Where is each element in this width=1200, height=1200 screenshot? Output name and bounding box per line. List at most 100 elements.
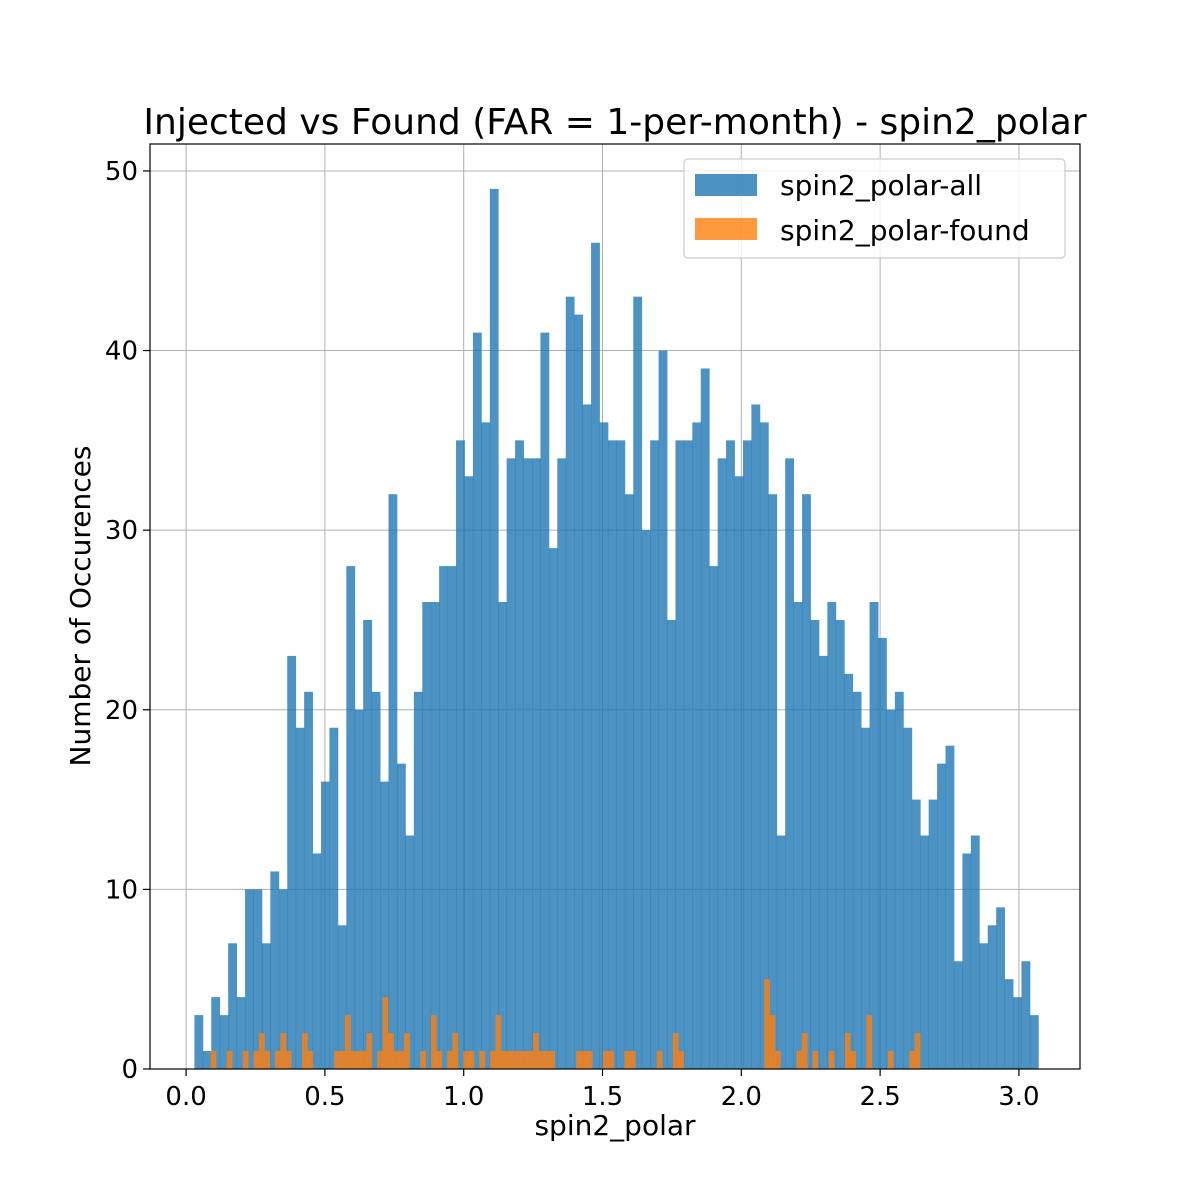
histogram-bar-found <box>366 1033 373 1069</box>
histogram-bar-all <box>945 745 955 1069</box>
histogram-bar-all <box>1013 997 1022 1069</box>
histogram-bar-all <box>253 889 263 1069</box>
histogram-bar-all <box>911 799 921 1069</box>
histogram-bar-all <box>861 727 870 1069</box>
histogram-bar-found <box>769 1015 776 1069</box>
histogram-bar-all <box>489 188 499 1070</box>
histogram-bar-all <box>835 619 845 1069</box>
x-tick-label: 1.5 <box>582 1082 623 1112</box>
histogram-bar-all <box>903 727 913 1069</box>
histogram-bar-all <box>557 458 567 1069</box>
histogram-bar-all <box>548 548 558 1069</box>
histogram-bar-found <box>355 1051 362 1069</box>
histogram-bar-all <box>844 673 854 1069</box>
histogram-bar-all <box>953 961 963 1069</box>
histogram-bar-found <box>495 1015 502 1069</box>
histogram-bar-found <box>581 1051 588 1069</box>
histogram-bar-all <box>869 602 879 1069</box>
histogram-bar-all <box>717 458 727 1069</box>
histogram-bar-all <box>202 1051 212 1069</box>
histogram-bar-all <box>979 943 989 1069</box>
histogram-bar-found <box>404 1033 410 1069</box>
histogram-bar-all <box>886 709 896 1069</box>
histogram-bar-found <box>527 1051 534 1069</box>
histogram-bar-found <box>463 1051 469 1069</box>
histogram-bar-found <box>285 1051 292 1069</box>
histogram-bar-found <box>678 1051 684 1069</box>
histogram-bar-all <box>633 296 643 1069</box>
histogram-bar-found <box>538 1051 545 1069</box>
legend-label-all: spin2_polar-all <box>780 169 982 202</box>
histogram-bar-all <box>751 404 761 1069</box>
histogram-bar-all <box>211 997 221 1069</box>
histogram-bar-all <box>261 943 271 1069</box>
histogram-bar-found <box>672 1033 679 1069</box>
histogram-bar-found <box>479 1051 486 1069</box>
histogram-bar-all <box>591 242 600 1070</box>
y-tick-label: 40 <box>105 337 138 367</box>
histogram-bar-found <box>210 1051 217 1069</box>
histogram-bar-all <box>802 494 811 1070</box>
histogram-bar-found <box>420 1051 426 1069</box>
x-tick-label: 2.0 <box>721 1082 762 1112</box>
histogram-bar-all <box>742 440 752 1069</box>
histogram-bar-all <box>574 314 584 1069</box>
histogram-bar-found <box>828 1051 835 1069</box>
histogram-bar-found <box>624 1051 631 1069</box>
histogram-bar-found <box>796 1051 803 1069</box>
y-axis: 0 10 20 30 40 50 <box>105 157 150 1085</box>
chart-title: Injected vs Found (FAR = 1-per-month) - … <box>143 102 1086 143</box>
histogram-bar-found <box>361 1051 367 1069</box>
histogram-bar-all <box>321 781 330 1069</box>
histogram-bar-all <box>498 602 508 1069</box>
histogram-bar-found <box>576 1051 582 1069</box>
histogram-bar-all <box>422 602 432 1069</box>
histogram-bar-found <box>586 1051 593 1069</box>
y-tick-label: 50 <box>105 157 138 187</box>
histogram-bar-found <box>629 1051 636 1069</box>
histogram-bar-all <box>540 332 550 1069</box>
histogram-bar-found <box>242 1051 249 1069</box>
histogram-bar-all <box>194 1015 204 1069</box>
histogram-bar-all <box>236 997 246 1069</box>
histogram-bar-all <box>405 835 415 1069</box>
histogram-bar-all <box>759 422 769 1069</box>
x-tick-label: 0.0 <box>165 1082 206 1112</box>
histogram-bar-found <box>468 1051 475 1069</box>
histogram-bar-all <box>312 853 322 1069</box>
histogram-bar-found <box>377 1051 383 1069</box>
histogram-bar-found <box>909 1051 916 1069</box>
histogram-bar-found <box>307 1051 314 1069</box>
histogram-bar-all <box>920 835 930 1069</box>
histogram-bar-found <box>382 997 389 1069</box>
histogram-bar-found <box>387 1033 394 1069</box>
histogram-bar-all <box>565 296 575 1069</box>
histogram-bar-all <box>650 440 659 1069</box>
series-all-bars <box>194 188 1039 1070</box>
histogram-bar-all <box>1029 1015 1039 1069</box>
histogram-bar-found <box>436 1051 443 1069</box>
histogram-bar-all <box>388 494 398 1070</box>
histogram-bar-all <box>734 476 744 1069</box>
legend: spin2_polar-all spin2_polar-found <box>683 158 1066 259</box>
histogram-bar-found <box>543 1051 550 1069</box>
histogram-bar-found <box>301 1033 308 1069</box>
histogram-bar-found <box>350 1051 357 1069</box>
histogram-bar-found <box>226 1051 233 1069</box>
histogram-bar-found <box>774 1051 781 1069</box>
histogram-bar-all <box>793 602 803 1069</box>
histogram-bar-found <box>533 1033 539 1069</box>
histogram-bar-all <box>996 907 1006 1069</box>
histogram-bar-all <box>270 871 280 1069</box>
histogram-bar-all <box>219 1015 229 1069</box>
histogram-bar-found <box>393 1051 400 1069</box>
histogram-bar-all <box>481 422 491 1069</box>
x-axis: 0.0 0.5 1.0 1.5 2.0 2.5 3.0 <box>165 1069 1040 1112</box>
histogram-bar-found <box>506 1051 512 1069</box>
histogram-bar-all <box>337 925 347 1069</box>
histogram-bar-all <box>683 440 693 1069</box>
histogram-bar-all <box>852 691 862 1069</box>
histogram-bar-found <box>844 1033 851 1069</box>
x-tick-label: 0.5 <box>304 1082 345 1112</box>
